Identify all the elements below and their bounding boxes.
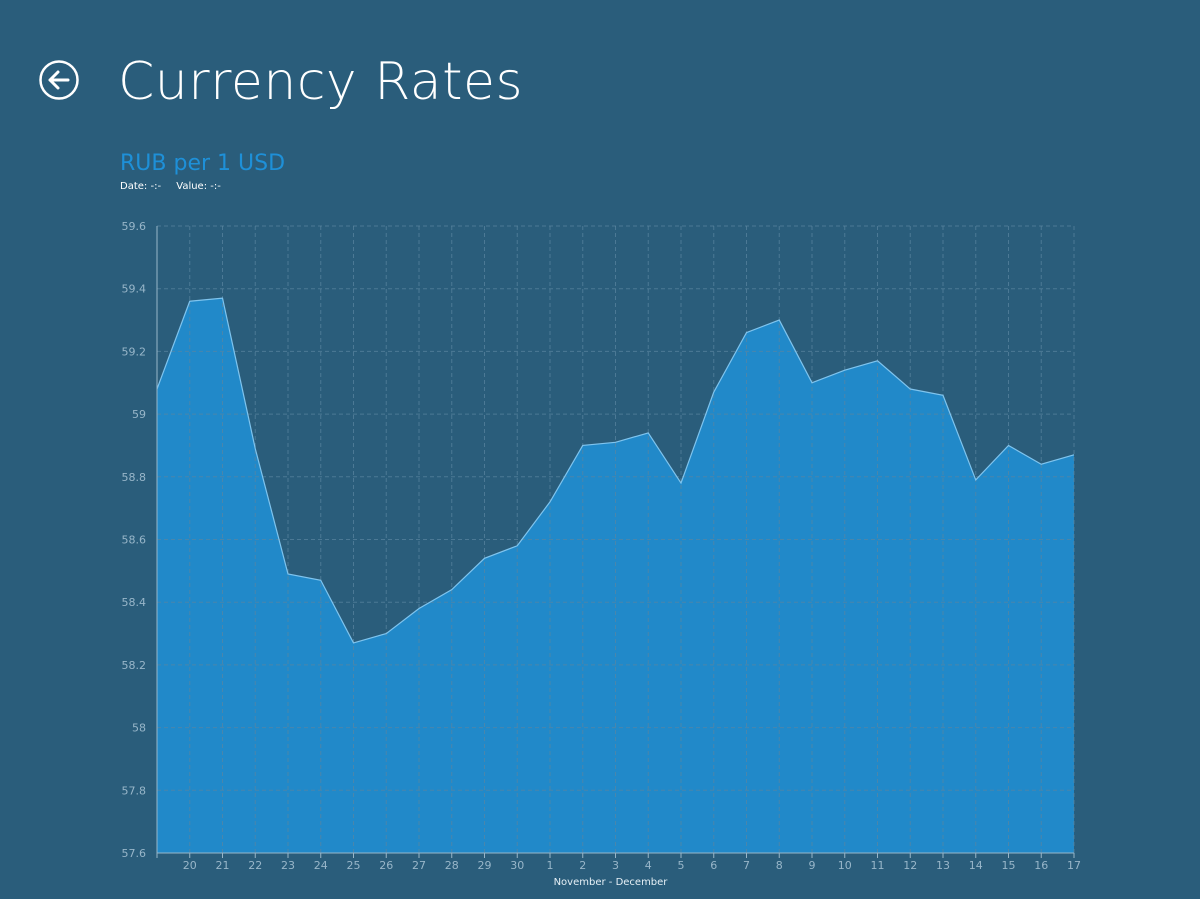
- page-title: Currency Rates: [118, 52, 524, 112]
- x-tick-label: 5: [678, 859, 685, 872]
- x-tick-label: 10: [838, 859, 852, 872]
- y-tick-label: 58.8: [122, 471, 147, 484]
- value-readout: Date: -:- Value: -:-: [120, 180, 233, 193]
- x-tick-label: 8: [776, 859, 783, 872]
- x-tick-label: 14: [969, 859, 983, 872]
- x-tick-label: 29: [478, 859, 492, 872]
- y-tick-label: 59.4: [122, 283, 147, 296]
- x-tick-label: 26: [379, 859, 393, 872]
- y-tick-label: 58.6: [122, 534, 147, 547]
- x-tick-label: 28: [445, 859, 459, 872]
- date-label: Date:: [120, 181, 148, 192]
- x-tick-label: 24: [314, 859, 328, 872]
- back-button[interactable]: [39, 60, 79, 100]
- x-tick-label: 15: [1002, 859, 1016, 872]
- series-line: [156, 297, 1075, 644]
- x-tick-label: 4: [645, 859, 652, 872]
- x-tick-label: 22: [248, 859, 262, 872]
- x-tick-label: 6: [710, 859, 717, 872]
- date-readout: Date: -:-: [120, 181, 161, 192]
- x-tick-label: 1: [547, 859, 554, 872]
- x-tick-label: 20: [183, 859, 197, 872]
- y-tick-label: 57.8: [122, 784, 147, 797]
- y-tick-label: 59.2: [122, 345, 147, 358]
- x-tick-label: 3: [612, 859, 619, 872]
- x-axis-label: November - December: [554, 877, 669, 888]
- x-tick-label: 9: [809, 859, 816, 872]
- date-value: -:-: [150, 181, 162, 192]
- x-tick-label: 21: [216, 859, 230, 872]
- x-tick-label: 13: [936, 859, 950, 872]
- value-readout-item: Value: -:-: [176, 181, 221, 192]
- x-tick-label: 27: [412, 859, 426, 872]
- chart-title: RUB per 1 USD: [120, 151, 286, 176]
- y-tick-label: 59: [132, 408, 146, 421]
- y-tick-label: 58.4: [122, 596, 147, 609]
- x-tick-label: 17: [1067, 859, 1081, 872]
- x-tick-label: 12: [903, 859, 917, 872]
- x-tick-label: 7: [743, 859, 750, 872]
- y-tick-label: 57.6: [122, 847, 147, 860]
- x-tick-label: 11: [871, 859, 885, 872]
- x-tick-label: 30: [510, 859, 524, 872]
- y-tick-label: 58: [132, 722, 146, 735]
- y-tick-label: 59.6: [122, 220, 147, 233]
- value-value: -:-: [210, 181, 221, 192]
- x-tick-label: 25: [347, 859, 361, 872]
- x-tick-label: 23: [281, 859, 295, 872]
- value-label: Value:: [176, 181, 208, 192]
- x-tick-label: 16: [1034, 859, 1048, 872]
- y-tick-label: 58.2: [122, 659, 147, 672]
- x-tick-label: 2: [579, 859, 586, 872]
- back-arrow-icon: [39, 60, 79, 100]
